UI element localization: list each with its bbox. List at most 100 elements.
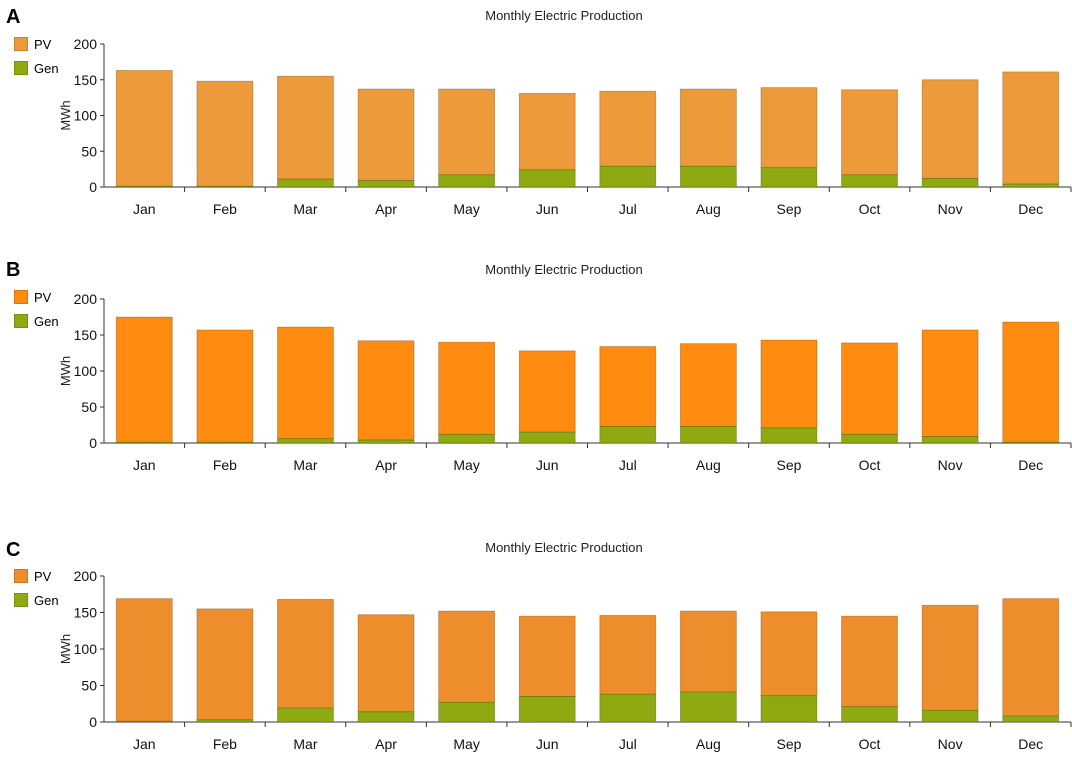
legend-item-pv: PV [14,285,59,309]
x-tick-label: Aug [696,736,721,752]
chart-c: Monthly Electric Production MWh 0 50 100 150 2… [58,540,1072,752]
bar-pv [438,610,496,703]
pv-swatch-icon [14,569,28,583]
bar-gen [357,180,415,188]
bar-pv [921,329,979,437]
bar-pv [357,88,415,181]
bar-gen [518,696,576,723]
bar-gen [1002,441,1060,444]
panel-letter: B [6,259,21,281]
bar-gen [679,165,737,188]
bar-gen [760,167,818,188]
x-tick-label: Jul [619,201,637,217]
y-axis-label: MWh [58,634,73,664]
bar-pv [277,598,334,709]
y-tick-label: 200 [74,291,98,307]
legend: PV Gen [14,32,59,80]
gen-swatch-icon [14,61,28,75]
bar-pv [1002,71,1060,185]
y-tick-label: 150 [74,72,98,88]
panel-letter: C [6,539,21,561]
x-tick-label: Dec [1018,457,1043,473]
chart-a: Monthly Electric Production MWh 0 50 100 150 2… [58,8,1072,217]
bar-gen [196,719,254,723]
bar-pv [196,80,254,187]
pv-swatch-icon [14,290,28,304]
bar-pv [841,342,898,435]
bar-pv [196,608,254,721]
x-tick-label: Sep [776,457,801,473]
legend-label-gen: Gen [34,60,59,76]
legend-item-pv: PV [14,32,59,56]
bar-pv [760,339,818,429]
bar-pv [518,350,576,433]
bar-gen [1002,183,1060,188]
bar-pv [438,341,496,435]
x-tick-label: Apr [375,736,397,752]
x-tick-label: Oct [859,736,881,752]
bar-pv [518,92,576,171]
bar-pv [115,70,173,187]
panel-c: C PV Gen Monthly Electric Production MWh 0… [0,534,1072,761]
bar-pv [357,340,415,441]
gen-swatch-icon [14,314,28,328]
legend: PV Gen [14,285,59,333]
x-tick-label: Oct [859,457,881,473]
bar-gen [760,695,818,723]
x-tick-label: Mar [293,736,317,752]
x-tick-label: May [453,736,479,752]
x-tick-label: Jul [619,736,637,752]
legend-item-gen: Gen [14,309,59,333]
x-tick-label: Aug [696,201,721,217]
y-tick-label: 150 [74,605,98,621]
y-axis-label: MWh [58,356,73,386]
bar-gen [438,433,496,444]
x-tick-label: Oct [859,201,881,217]
bar-gen [277,707,334,723]
x-tick-label: Nov [938,201,963,217]
y-tick-label: 100 [74,363,98,379]
chart-b: Monthly Electric Production MWh 0 50 100 150 2… [58,262,1072,473]
bar-gen [841,174,898,188]
bar-pv [599,346,657,427]
legend-label-gen: Gen [34,313,59,329]
y-tick-label: 0 [89,179,97,195]
x-tick-label: Apr [375,457,397,473]
x-tick-label: Jun [536,201,559,217]
bar-gen [841,433,898,444]
bar-gen [115,441,173,444]
bar-gen [196,185,254,188]
pv-swatch-icon [14,37,28,51]
x-tick-label: Mar [293,201,317,217]
bar-gen [679,691,737,723]
y-tick-label: 200 [74,36,98,52]
x-tick-label: Jun [536,457,559,473]
bar-gen [277,438,334,444]
bar-gen [115,720,173,723]
bar-pv [679,88,737,167]
bar-pv [679,343,737,427]
x-tick-label: May [453,457,479,473]
bar-pv [841,615,898,708]
bar-gen [921,178,979,188]
bar-gen [841,706,898,723]
bar-gen [196,441,254,444]
bar-pv [196,329,254,443]
x-tick-label: Jan [133,736,156,752]
y-tick-label: 150 [74,327,98,343]
panel-a: A PV Gen Monthly Electric Production MWh 0… [0,0,1072,232]
bar-gen [1002,715,1060,723]
legend-item-pv: PV [14,564,59,588]
chart-title: Monthly Electric Production [485,540,643,555]
x-tick-label: Nov [938,736,963,752]
bar-pv [760,87,818,169]
bar-gen [438,701,496,723]
panel-b: B PV Gen Monthly Electric Production MWh 0… [0,255,1072,487]
x-tick-label: Jan [133,201,156,217]
x-tick-label: Apr [375,201,397,217]
bar-pv [921,604,979,711]
legend-item-gen: Gen [14,588,59,612]
chart-title: Monthly Electric Production [485,262,643,277]
panel-letter: A [6,6,21,28]
y-tick-label: 200 [74,568,98,584]
